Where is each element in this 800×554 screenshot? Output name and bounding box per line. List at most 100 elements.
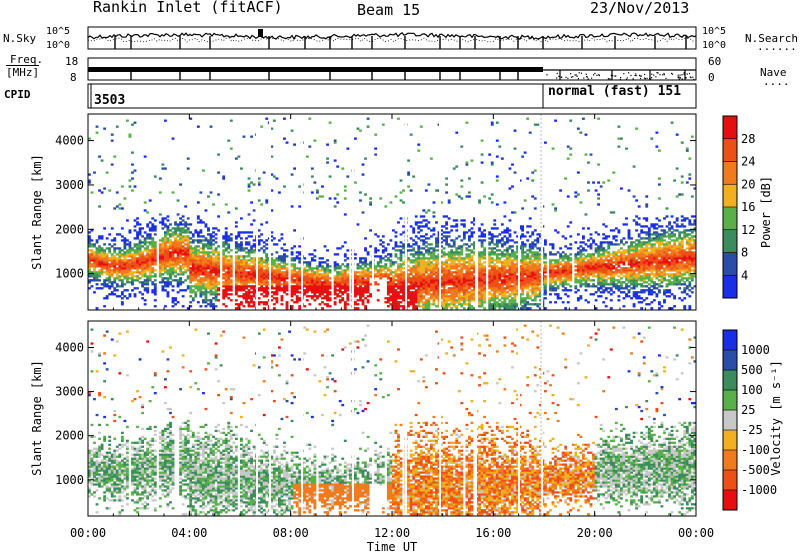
- heatmap-cell: [374, 283, 378, 286]
- heatmap-cell: [120, 267, 124, 270]
- heatmap-cell: [503, 305, 507, 308]
- heatmap-cell: [265, 281, 269, 284]
- heatmap-cell: [513, 147, 517, 150]
- heatmap-cell: [338, 289, 342, 292]
- heatmap-cell: [333, 303, 337, 306]
- heatmap-cell: [488, 233, 492, 236]
- heatmap-cell: [245, 241, 248, 244]
- heatmap-cell: [364, 271, 367, 274]
- heatmap-cell: [579, 277, 583, 280]
- heatmap-cell: [209, 251, 213, 254]
- heatmap-cell: [151, 281, 155, 284]
- heatmap-cell: [290, 257, 294, 260]
- heatmap-cell: [275, 275, 279, 278]
- heatmap-cell: [424, 245, 428, 248]
- heatmap-cell: [455, 291, 459, 294]
- heatmap-cell: [212, 277, 215, 280]
- heatmap-cell: [169, 239, 172, 242]
- heatmap-cell: [412, 277, 416, 280]
- heatmap-cell: [278, 259, 281, 262]
- heatmap-cell: [490, 299, 494, 302]
- heatmap-cell: [207, 303, 210, 306]
- heatmap-cell: [250, 305, 253, 308]
- heatmap-cell: [222, 289, 226, 292]
- heatmap-cell: [123, 263, 127, 266]
- heatmap-cell: [280, 287, 284, 290]
- heatmap-cell: [503, 297, 507, 300]
- heatmap-cell: [521, 263, 525, 266]
- heatmap-cell: [202, 273, 205, 276]
- heatmap-cell: [169, 273, 172, 276]
- heatmap-cell: [511, 297, 514, 300]
- heatmap-cell: [237, 287, 241, 290]
- heatmap-cell: [341, 281, 345, 284]
- heatmap-cell: [526, 257, 530, 260]
- heatmap-cell: [402, 283, 405, 286]
- heatmap-cell: [533, 281, 537, 284]
- heatmap-cell: [328, 121, 332, 124]
- heatmap-cell: [447, 217, 451, 220]
- heatmap-cell: [341, 263, 345, 266]
- heatmap-cell: [247, 259, 251, 262]
- heatmap-cell: [343, 303, 347, 306]
- heatmap-cell: [473, 299, 476, 302]
- heatmap-cell: [93, 269, 96, 272]
- heatmap-cell: [250, 279, 253, 282]
- heatmap-cell: [427, 267, 431, 270]
- heatmap-cell: [447, 267, 451, 270]
- heatmap-cell: [452, 295, 456, 298]
- heatmap-cell: [151, 263, 155, 266]
- heatmap-cell: [141, 241, 145, 244]
- heatmap-cell: [430, 235, 433, 238]
- nave-dot: [679, 74, 681, 76]
- nave-dot: [639, 74, 641, 76]
- heatmap-cell: [214, 247, 218, 250]
- heatmap-cell: [533, 299, 537, 302]
- heatmap-cell: [508, 281, 512, 284]
- heatmap-cell: [158, 245, 162, 248]
- heatmap-cell: [402, 293, 405, 296]
- heatmap-cell: [508, 271, 512, 274]
- heatmap-cell: [422, 281, 426, 284]
- heatmap-cell: [455, 271, 459, 274]
- heatmap-cell: [483, 275, 487, 278]
- heatmap-cell: [435, 267, 438, 270]
- heatmap-cell: [498, 293, 502, 296]
- heatmap-cell: [179, 265, 183, 268]
- heatmap-cell: [503, 307, 507, 310]
- heatmap-cell: [488, 279, 492, 282]
- heatmap-cell: [257, 241, 261, 244]
- heatmap-cell: [128, 133, 132, 136]
- heatmap-cell: [559, 281, 563, 284]
- heatmap-cell: [424, 223, 428, 226]
- heatmap-cell: [462, 297, 466, 300]
- heatmap-cell: [138, 271, 142, 274]
- heatmap-cell: [146, 253, 150, 256]
- heatmap-cell: [551, 269, 555, 272]
- heatmap-cell: [412, 253, 416, 256]
- heatmap-cell: [460, 285, 464, 288]
- heatmap-cell: [133, 249, 137, 252]
- heatmap-cell: [442, 247, 446, 250]
- heatmap-cell: [424, 237, 428, 240]
- heatmap-cell: [523, 263, 527, 266]
- heatmap-cell: [224, 305, 228, 308]
- heatmap-cell: [272, 297, 276, 300]
- heatmap-cell: [290, 307, 294, 310]
- heatmap-cell: [143, 257, 147, 260]
- heatmap-cell: [582, 227, 585, 230]
- heatmap-cell: [559, 275, 563, 278]
- heatmap-cell: [133, 259, 137, 262]
- heatmap-cell: [229, 299, 233, 302]
- heatmap-cell: [128, 243, 132, 246]
- heatmap-cell: [493, 279, 497, 282]
- heatmap-cell: [422, 243, 426, 246]
- heatmap-cell: [169, 271, 172, 274]
- heatmap-cell: [280, 297, 284, 300]
- heatmap-cell: [245, 301, 248, 304]
- heatmap-cell: [166, 229, 170, 232]
- nave-dot: [651, 77, 653, 79]
- heatmap-cell: [242, 277, 246, 280]
- heatmap-cell: [169, 257, 172, 260]
- heatmap-cell: [108, 269, 112, 272]
